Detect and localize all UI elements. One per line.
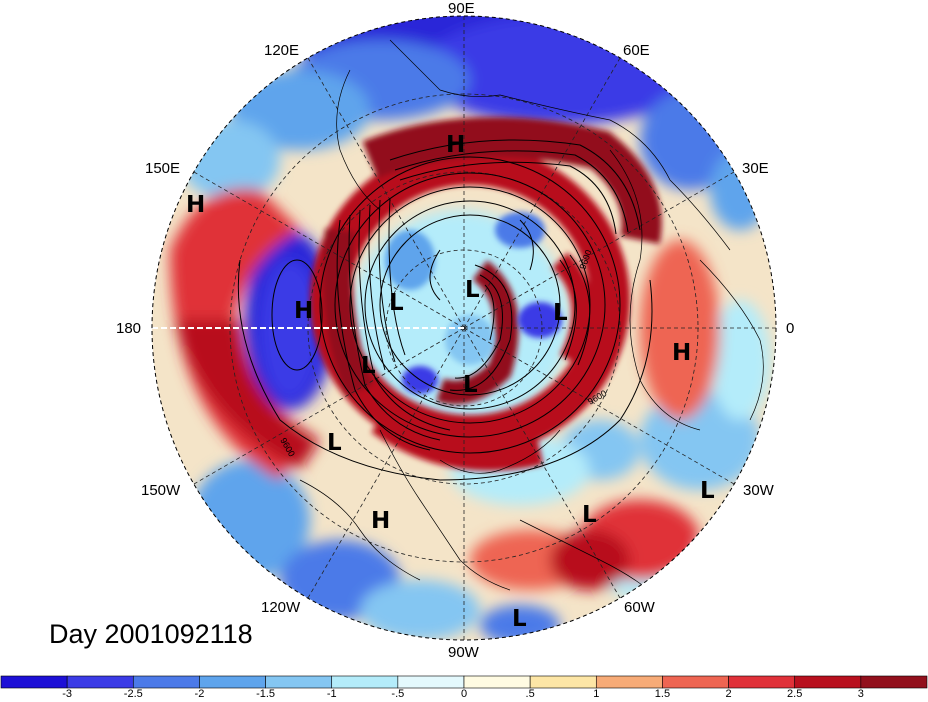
colorbar-swatch — [331, 675, 399, 689]
colorbar-swatch — [662, 675, 729, 689]
colorbar-swatch — [397, 675, 465, 689]
high-pressure-marker: H — [371, 508, 390, 534]
colorbar-tick: 3 — [857, 688, 864, 700]
lon-label-90e: 90E — [448, 0, 475, 17]
colorbar-swatch — [794, 675, 862, 689]
colorbar-tick: 2 — [725, 688, 732, 700]
lon-label-150w: 150W — [141, 482, 181, 499]
colorbar-tick: 0 — [460, 688, 468, 700]
low-pressure-marker: L — [465, 277, 480, 303]
colorbar-swatch — [0, 675, 68, 689]
colorbar-swatch — [199, 675, 266, 689]
colorbar — [0, 675, 928, 689]
lon-label-30w: 30W — [743, 482, 774, 499]
low-pressure-marker: L — [512, 606, 527, 632]
map-boundary — [151, 15, 777, 641]
colorbar-swatch — [595, 675, 663, 689]
colorbar-swatch — [265, 675, 333, 689]
colorbar-swatch — [728, 675, 796, 689]
lon-label-60w: 60W — [624, 599, 655, 616]
lon-label-0: 0 — [786, 320, 795, 337]
high-pressure-marker: H — [672, 340, 691, 366]
colorbar-swatch — [66, 675, 134, 689]
colorbar-tick: -2 — [194, 688, 205, 700]
colorbar-swatch — [860, 675, 928, 689]
colorbar-tick: 1.5 — [654, 688, 671, 700]
colorbar-tick: 1 — [593, 688, 600, 700]
high-pressure-marker: H — [294, 298, 313, 324]
lon-label-30e: 30E — [742, 160, 769, 177]
high-pressure-marker: H — [186, 192, 205, 218]
lon-label-120w: 120W — [261, 599, 301, 616]
colorbar-tick: .5 — [525, 688, 535, 700]
lon-label-60e: 60E — [623, 42, 650, 59]
anomaly-field: 9600 9600 9600 H H H H H L L L L L L L L… — [152, 16, 776, 640]
low-pressure-marker: L — [463, 372, 478, 398]
low-pressure-marker: L — [389, 290, 404, 316]
lon-label-150e: 150E — [145, 160, 181, 177]
high-pressure-marker: H — [446, 132, 465, 158]
colorbar-tick: -3 — [62, 688, 73, 700]
low-pressure-marker: L — [361, 353, 376, 379]
meridians — [193, 16, 776, 640]
low-pressure-marker: L — [553, 300, 568, 326]
colorbar-swatch — [132, 675, 200, 689]
colorbar-tick: 2.5 — [787, 688, 803, 700]
coastlines — [299, 39, 764, 601]
colorbar-tick: -1.5 — [256, 688, 276, 700]
colorbar-swatch — [529, 675, 597, 689]
low-pressure-marker: L — [327, 430, 342, 456]
colorbar-tick: -1 — [326, 688, 337, 700]
low-pressure-marker: L — [582, 502, 597, 528]
lon-label-120e: 120E — [264, 42, 300, 59]
low-pressure-marker: L — [700, 478, 715, 504]
colorbar-tick: -.5 — [391, 688, 405, 700]
lon-label-90w: 90W — [448, 644, 479, 661]
lon-label-180: 180 — [116, 320, 142, 337]
height-contours — [237, 139, 653, 481]
colorbar-tick: -2.5 — [123, 688, 143, 700]
colorbar-swatch — [463, 675, 531, 689]
day-label: Day 2001092118 — [49, 619, 253, 649]
